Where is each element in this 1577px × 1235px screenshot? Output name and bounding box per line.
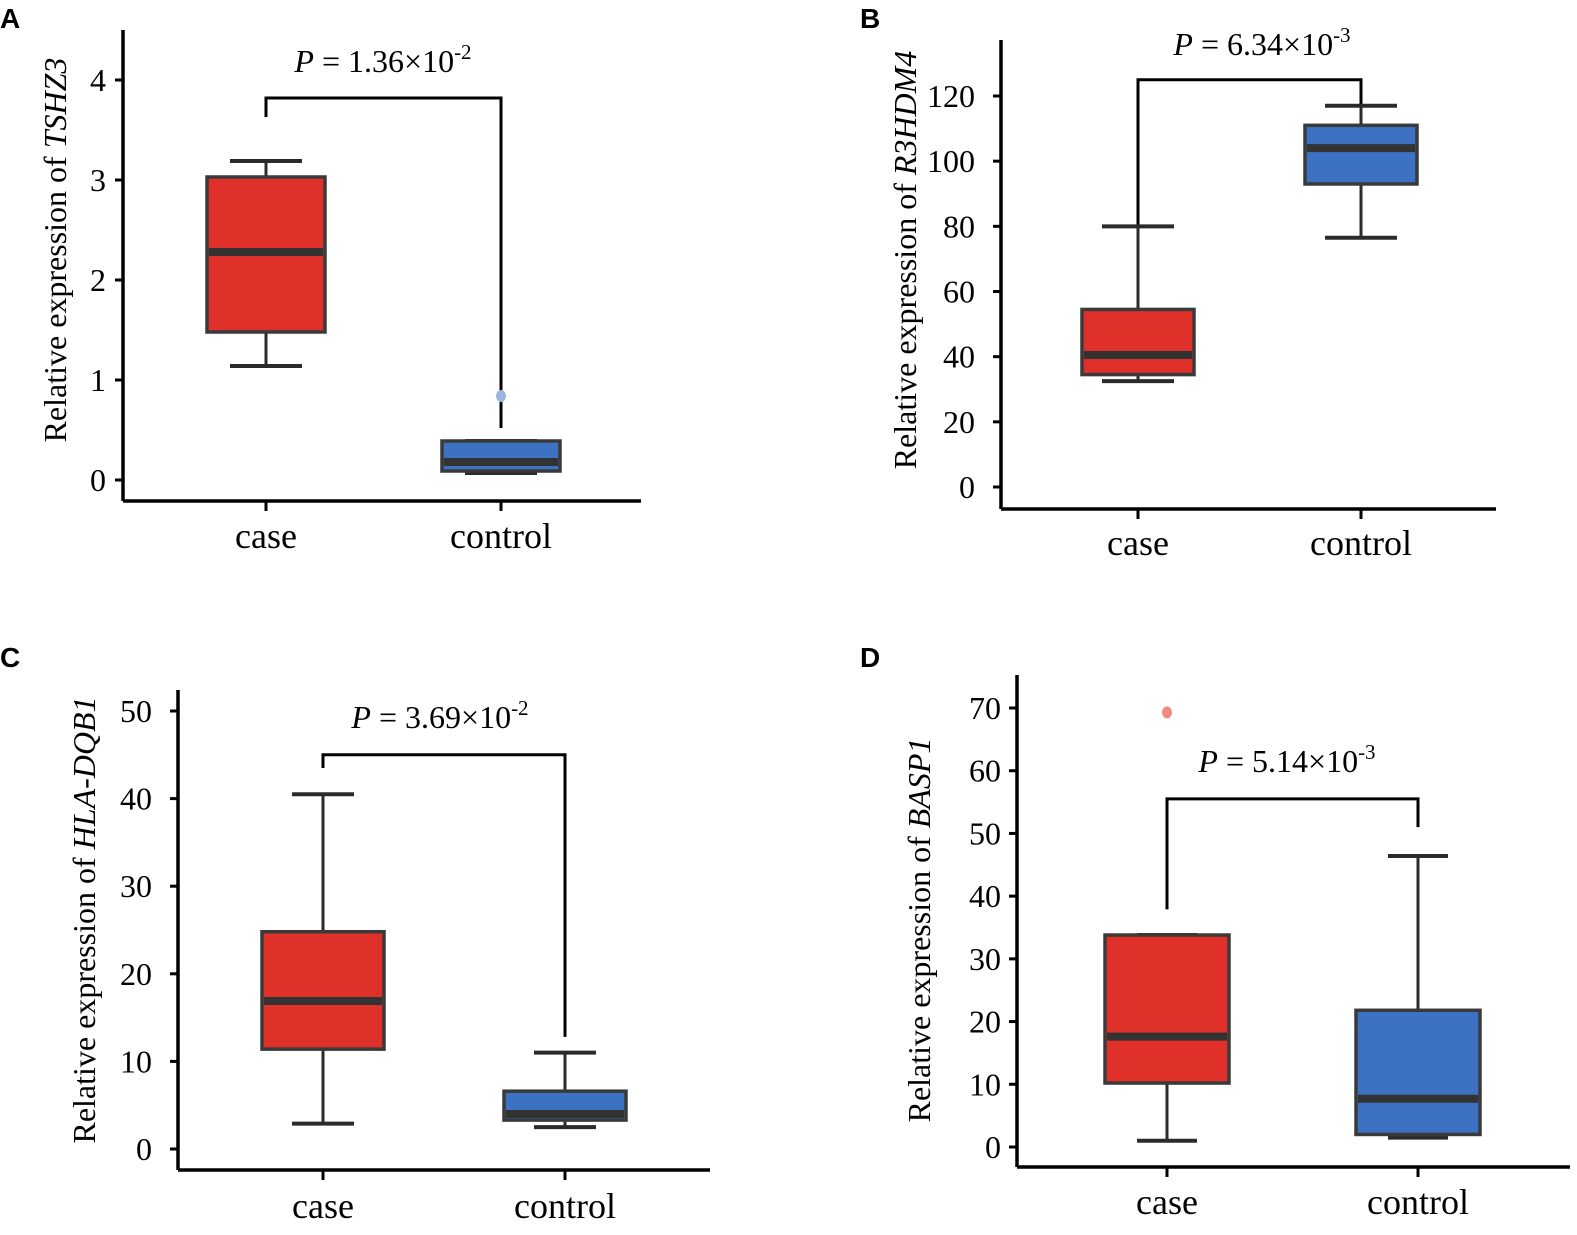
y-tick-label: 80 — [943, 208, 975, 244]
y-axis-title-d: Relative expression of BASP1 — [901, 738, 937, 1123]
category-label-control: control — [1310, 523, 1412, 563]
outlier-point-case — [1162, 706, 1172, 719]
box-control — [1354, 1008, 1482, 1137]
y-axis-title-c: Relative expression of HLA-DQB1 — [66, 696, 102, 1143]
category-label-case: case — [1107, 523, 1169, 563]
y-axis-title-b: Relative expression of R3HDM4 — [887, 51, 923, 470]
panel-letter-d: D — [860, 642, 880, 673]
y-tick-label: 4 — [90, 62, 106, 98]
box-case — [260, 930, 386, 1051]
significance-bracket — [264, 96, 503, 428]
panel-c: C Relative expression of HLA-DQB1 P = 3.… — [0, 642, 710, 1226]
y-tick-label: 20 — [969, 1004, 1001, 1040]
p-value-label-d: P = 5.14×10-3 — [1197, 740, 1375, 779]
p-value-label-a: P = 1.36×10-2 — [293, 40, 471, 79]
y-tick-label: 0 — [985, 1129, 1001, 1165]
y-tick-label: 30 — [120, 868, 152, 904]
panel-letter-c: C — [0, 642, 20, 673]
y-tick-label: 70 — [969, 690, 1001, 726]
panel-d: D Relative expression of BASP1 P = 5.14×… — [860, 642, 1570, 1222]
category-label-case: case — [292, 1186, 354, 1226]
y-tick-label: 60 — [943, 274, 975, 310]
y-tick-label: 10 — [969, 1066, 1001, 1102]
significance-bracket — [321, 753, 567, 1037]
panel-a: A Relative expression of TSHZ3 P = 1.36×… — [0, 3, 641, 556]
y-tick-label: 50 — [120, 693, 152, 729]
category-label-case: case — [1136, 1182, 1198, 1222]
p-value-label-b: P = 6.34×10-3 — [1172, 23, 1350, 62]
box-case — [1103, 933, 1231, 1085]
y-tick-label: 10 — [120, 1043, 152, 1079]
category-label-case: case — [235, 516, 297, 556]
panel-letter-b: B — [860, 3, 880, 34]
y-tick-label: 30 — [969, 941, 1001, 977]
y-tick-label: 40 — [120, 781, 152, 817]
y-tick-label: 20 — [120, 956, 152, 992]
y-tick-label: 2 — [90, 262, 106, 298]
y-tick-label: 40 — [943, 339, 975, 375]
y-tick-label: 60 — [969, 753, 1001, 789]
y-tick-label: 120 — [927, 78, 975, 114]
y-tick-label: 3 — [90, 162, 106, 198]
p-value-label-c: P = 3.69×10-2 — [350, 696, 528, 735]
y-tick-label: 50 — [969, 815, 1001, 851]
box-case — [1080, 307, 1196, 377]
y-tick-label: 0 — [959, 469, 975, 505]
outlier-point-control — [496, 390, 506, 402]
y-tick-label: 1 — [90, 362, 106, 398]
y-tick-label: 20 — [943, 404, 975, 440]
box-control — [440, 439, 562, 473]
y-tick-label: 40 — [969, 878, 1001, 914]
significance-bracket — [1165, 797, 1420, 910]
y-tick-label: 0 — [90, 462, 106, 498]
y-tick-label: 0 — [136, 1131, 152, 1167]
panel-letter-a: A — [0, 3, 20, 34]
category-label-control: control — [514, 1186, 616, 1226]
category-label-control: control — [450, 516, 552, 556]
significance-bracket — [1136, 78, 1363, 227]
y-tick-label: 100 — [927, 143, 975, 179]
category-label-control: control — [1367, 1182, 1469, 1222]
box-control — [1303, 123, 1419, 186]
y-axis-title-a: Relative expression of TSHZ3 — [37, 58, 73, 443]
panel-b: B Relative expression of R3HDM4 P = 6.34… — [860, 3, 1496, 563]
